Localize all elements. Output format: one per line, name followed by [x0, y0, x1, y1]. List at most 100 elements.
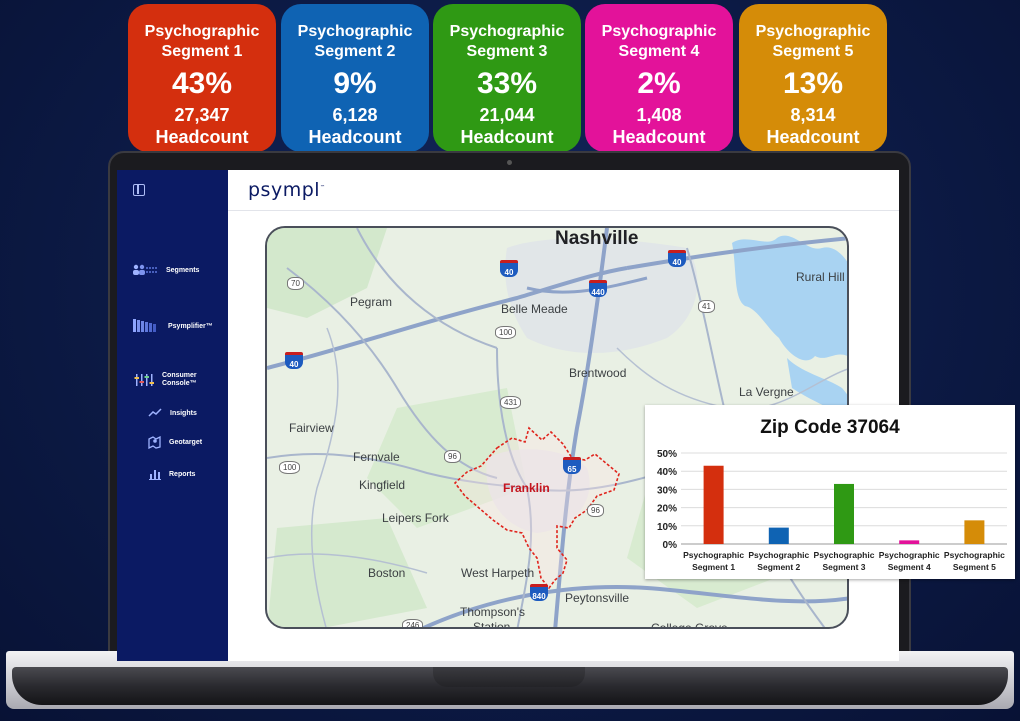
x-tick-label: Segment 4	[888, 562, 931, 572]
segment-percent: 33%	[476, 67, 538, 100]
map-label-brentwood: Brentwood	[569, 366, 627, 380]
x-tick-label: Segment 2	[757, 562, 800, 572]
interstate-shield-840: 840	[530, 584, 548, 601]
map-label-station: Station	[473, 620, 511, 629]
interstate-shield-40-west: 40	[285, 352, 303, 369]
sidebar-item-geotarget[interactable]: Geotarget	[148, 436, 202, 449]
sidebar-item-consumer-console[interactable]: Consumer Console™	[134, 372, 202, 388]
map-label-belle-meade: Belle Meade	[501, 302, 568, 316]
map-label-west-harpeth: West Harpeth	[461, 566, 535, 580]
x-tick-label: Segment 1	[692, 562, 735, 572]
interstate-shield-40-east: 40	[668, 250, 686, 267]
sidebar-item-label: Consumer Console™	[162, 372, 197, 387]
y-tick-label: 10%	[657, 522, 677, 533]
segment-headcount-label: Headcount	[155, 127, 249, 147]
segment-card-1: Psychographic Segment 1 43% 27,347 Headcoun…	[128, 4, 276, 152]
segment-headcount: 8,314	[790, 105, 836, 125]
y-tick-label: 50%	[657, 449, 677, 460]
route-shield-431: 431	[500, 396, 522, 409]
segment-headcount-label: Headcount	[460, 127, 554, 147]
people-icon	[133, 264, 157, 275]
x-tick-label: Psychographic	[748, 550, 809, 560]
laptop-notch	[433, 667, 585, 687]
map-label-la-vergne: La Vergne	[739, 385, 794, 399]
segment-headcount-label: Headcount	[766, 127, 860, 147]
sidebar-toggle-icon[interactable]	[133, 184, 145, 196]
sidebar-item-label: Segments	[166, 266, 200, 274]
bar-segment-5	[964, 520, 985, 544]
route-shield-70: 70	[287, 277, 304, 290]
route-shield-41: 41	[698, 300, 715, 313]
map-label-nashville: Nashville	[555, 228, 639, 249]
waves-icon	[133, 319, 156, 332]
sidebar-item-label: Geotarget	[169, 439, 203, 446]
segment-name: Psychographic Segment 5	[755, 23, 871, 60]
zip-chart-panel: Zip Code 37064 0% 10% 20% 30% 40% 50% Psychogr…	[645, 405, 1015, 579]
map-label-boston: Boston	[368, 566, 406, 580]
segment-percent: 13%	[782, 67, 844, 100]
y-tick-label: 30%	[657, 485, 677, 496]
sidebar-item-insights[interactable]: Insights	[148, 408, 197, 418]
webcam	[507, 160, 512, 165]
psympl-logo[interactable]: psympl™	[248, 179, 326, 201]
map-label-fairview: Fairview	[289, 421, 334, 435]
map-label-peytonsville: Peytonsville	[565, 591, 630, 605]
map-label-leipers-fork: Leipers Fork	[382, 511, 449, 525]
segment-headcount-label: Headcount	[612, 127, 706, 147]
app-header: psympl™	[228, 170, 899, 211]
sidebar-item-segments[interactable]: Segments	[132, 264, 199, 276]
interstate-shield-65: 65	[563, 457, 581, 474]
bar-chart-icon	[149, 470, 161, 480]
segment-headcount: 21,044	[479, 105, 535, 125]
segment-name: Psychographic Segment 4	[601, 23, 717, 60]
route-shield-100: 100	[495, 326, 517, 339]
segment-headcount-label: Headcount	[308, 127, 402, 147]
segment-percent: 2%	[637, 67, 681, 100]
bar-segment-1	[703, 465, 724, 544]
map-label-pegram: Pegram	[350, 295, 393, 309]
sliders-icon	[134, 374, 154, 386]
segment-name: Psychographic Segment 3	[449, 23, 565, 60]
segment-percent: 9%	[333, 67, 377, 100]
y-tick-label: 40%	[657, 467, 677, 478]
segment-name: Psychographic Segment 1	[144, 23, 260, 60]
map-label-kingfield: Kingfield	[359, 478, 406, 492]
trend-icon	[148, 408, 162, 417]
sidebar-item-psymplifier[interactable]: Psymplifier™	[132, 318, 213, 334]
zip-bar-chart: 0% 10% 20% 30% 40% 50% Psychographic Segment 1 P…	[657, 449, 1007, 572]
route-shield-96-east: 96	[587, 504, 604, 517]
sidebar-item-label: Insights	[170, 409, 197, 417]
segment-card-5: Psychographic Segment 5 13% 8,314 Headcount	[739, 4, 887, 152]
bar-segment-3	[834, 483, 854, 544]
x-tick-label: Segment 5	[953, 562, 996, 572]
sidebar-item-label: Psymplifier™	[168, 322, 213, 330]
sidebar: Segments Psymplifier™ Consumer Console™	[117, 170, 228, 661]
route-shield-100-west: 100	[279, 461, 301, 474]
x-tick-label: Segment 3	[823, 562, 866, 572]
segment-headcount: 6,128	[332, 105, 378, 125]
interstate-shield-40: 40	[500, 260, 518, 277]
map-label-college-grove: College Grove	[651, 621, 728, 629]
route-shield-96: 96	[444, 450, 461, 463]
interstate-shield-440: 440	[589, 280, 607, 297]
segment-percent: 43%	[171, 67, 233, 100]
segment-card-2: Psychographic Segment 2 9% 6,128 Headcount	[281, 4, 429, 152]
x-tick-label: Psychographic	[814, 550, 875, 560]
y-tick-label: 20%	[657, 504, 677, 515]
map-label-franklin: Franklin	[503, 481, 550, 495]
route-shield-246: 246	[402, 619, 424, 627]
map-pin-icon	[148, 436, 161, 449]
segment-headcount: 27,347	[174, 105, 230, 125]
segment-name: Psychographic Segment 2	[297, 23, 413, 60]
segment-card-4: Psychographic Segment 4 2% 1,408 Headcount	[585, 4, 733, 152]
x-tick-label: Psychographic	[683, 550, 744, 560]
segment-card-3: Psychographic Segment 3 33% 21,044 Headcoun…	[433, 4, 581, 152]
map-label-rural-hill: Rural Hill	[796, 270, 845, 284]
y-tick-label: 0%	[663, 540, 678, 551]
sidebar-item-reports[interactable]: Reports	[149, 469, 195, 480]
bar-segment-2	[768, 527, 789, 544]
x-tick-label: Psychographic	[879, 550, 940, 560]
chart-title: Zip Code 37064	[760, 417, 900, 438]
x-tick-label: Psychographic	[944, 550, 1005, 560]
segment-headcount: 1,408	[636, 105, 682, 125]
